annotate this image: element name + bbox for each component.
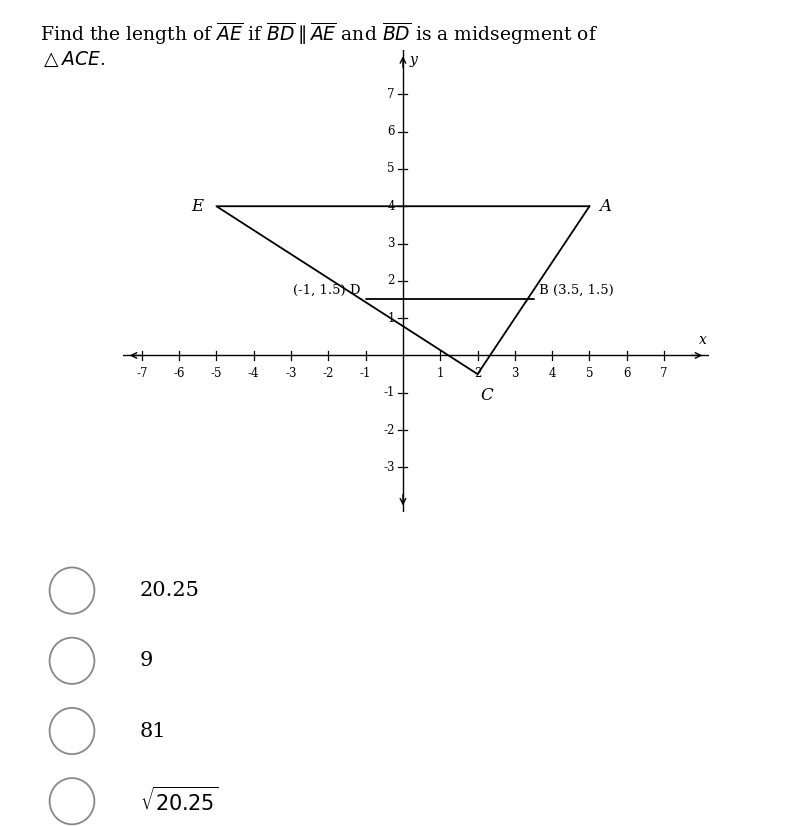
Text: B (3.5, 1.5): B (3.5, 1.5) xyxy=(539,283,614,297)
Text: 1: 1 xyxy=(387,311,394,325)
Text: -6: -6 xyxy=(174,368,185,381)
Text: C: C xyxy=(481,387,494,404)
Text: -5: -5 xyxy=(210,368,222,381)
Text: x: x xyxy=(699,333,707,347)
Text: 6: 6 xyxy=(387,125,394,138)
Text: -2: -2 xyxy=(322,368,334,381)
Text: (-1, 1.5) D: (-1, 1.5) D xyxy=(293,283,360,297)
Text: 20.25: 20.25 xyxy=(140,581,200,601)
Text: A: A xyxy=(598,197,610,215)
Text: -4: -4 xyxy=(248,368,259,381)
Text: 81: 81 xyxy=(140,721,166,741)
Text: 3: 3 xyxy=(511,368,518,381)
Text: -3: -3 xyxy=(286,368,297,381)
Text: 7: 7 xyxy=(387,88,394,101)
Text: -3: -3 xyxy=(383,461,394,474)
Text: 5: 5 xyxy=(586,368,594,381)
Text: -1: -1 xyxy=(383,387,394,399)
Text: $\sqrt{20.25}$: $\sqrt{20.25}$ xyxy=(140,787,218,815)
Text: 5: 5 xyxy=(387,163,394,175)
Text: E: E xyxy=(191,197,203,215)
Text: 9: 9 xyxy=(140,651,154,671)
Text: 3: 3 xyxy=(387,237,394,250)
Text: 7: 7 xyxy=(660,368,668,381)
Text: -1: -1 xyxy=(360,368,371,381)
Text: -7: -7 xyxy=(136,368,147,381)
Text: 2: 2 xyxy=(387,274,394,287)
Text: Find the length of $\overline{AE}$ if $\overline{BD}\parallel\overline{AE}$ and : Find the length of $\overline{AE}$ if $\… xyxy=(40,21,598,69)
Text: 1: 1 xyxy=(437,368,444,381)
Text: -2: -2 xyxy=(383,424,394,437)
Text: 2: 2 xyxy=(474,368,482,381)
Text: 4: 4 xyxy=(549,368,556,381)
Text: 6: 6 xyxy=(623,368,630,381)
Text: y: y xyxy=(410,54,418,67)
Text: 4: 4 xyxy=(387,200,394,213)
